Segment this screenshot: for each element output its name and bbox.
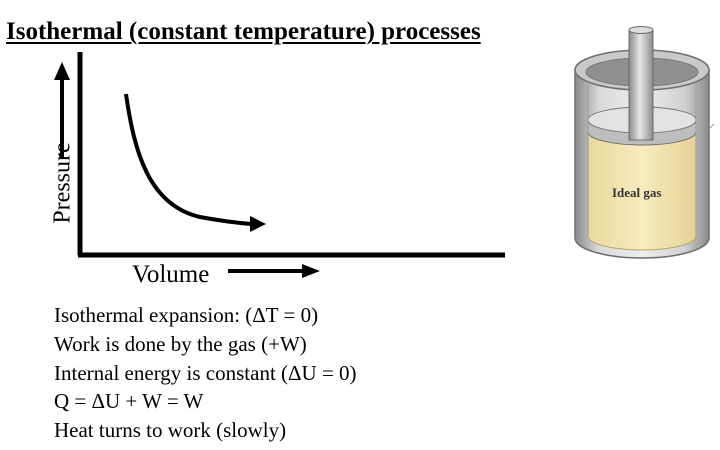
isotherm-arrowhead-icon	[250, 216, 266, 232]
cylinder-illustration	[574, 26, 715, 259]
y-axis-label: Pressure	[49, 142, 76, 224]
gas-volume	[587, 129, 697, 251]
piston-rod	[628, 29, 654, 141]
note-item: Work is done by the gas (+W)	[54, 331, 307, 356]
isotherm-curve	[124, 93, 266, 232]
cylinder-gas-label: Ideal gas	[612, 185, 662, 200]
note-item: Isothermal expansion: (ΔT = 0)	[54, 303, 319, 327]
page-title: Isothermal (constant temperature) proces…	[6, 18, 481, 45]
note-item: Q = ΔU + W = W	[54, 389, 204, 414]
pv-graph	[54, 52, 505, 278]
notes-list: Isothermal expansion: (ΔT = 0) Work is d…	[54, 301, 357, 445]
x-axis-label: Volume	[132, 261, 210, 288]
note-item: Internal energy is constant (ΔU = 0)	[54, 360, 357, 385]
volume-arrow-icon	[228, 264, 320, 278]
note-item: Heat turns to work (slowly)	[54, 418, 287, 443]
pressure-arrow-icon	[54, 62, 70, 158]
